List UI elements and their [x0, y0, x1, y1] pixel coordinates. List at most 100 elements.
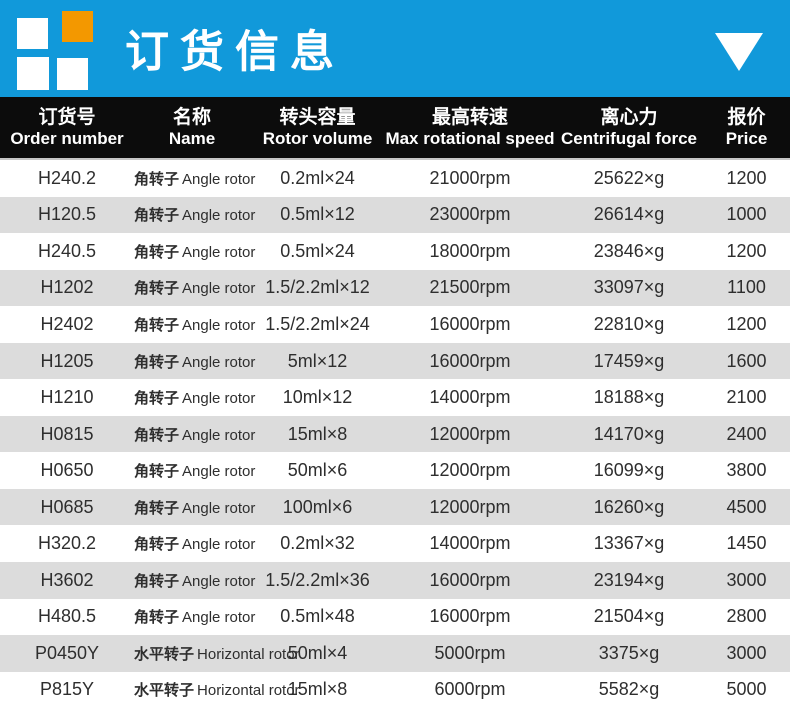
max-speed-cell: 16000rpm [429, 606, 511, 627]
name-cell: 角转子 Angle rotor [134, 570, 255, 591]
order-number-cell: H320.2 [37, 533, 97, 554]
max-speed-cell: 14000rpm [429, 387, 511, 408]
name-chinese: 角转子 [134, 499, 180, 517]
column-header-cn: 订货号 [38, 107, 96, 128]
name-english: Angle rotor [182, 353, 256, 371]
max-speed-cell: 12000rpm [429, 460, 511, 481]
price-cell: 1000 [726, 204, 767, 225]
centrifugal-force-cell: 25622×g [593, 167, 665, 188]
max-speed-cell: 18000rpm [429, 240, 511, 261]
max-speed-cell: 21500rpm [429, 277, 511, 298]
logo-square-white-bottom-left [17, 57, 49, 90]
name-cell: 角转子 Angle rotor [134, 277, 255, 298]
price-cell: 2100 [726, 387, 767, 408]
table-row: H320.2 角转子 Angle rotor 0.2ml×32 14000rpm 1336… [0, 525, 790, 562]
column-header-en: Rotor volume [262, 129, 373, 148]
triangle-down-icon [715, 33, 763, 71]
logo-square-white-top-left [17, 18, 48, 49]
price-cell: 2800 [726, 606, 767, 627]
rotor-volume-cell: 1.5/2.2ml×24 [265, 313, 370, 334]
name-chinese: 角转子 [134, 280, 180, 298]
name-english: Angle rotor [182, 207, 256, 225]
price-cell: 1200 [726, 167, 767, 188]
name-chinese: 水平转子 [134, 645, 195, 663]
price-cell: 2400 [726, 423, 767, 444]
price-cell: 3000 [726, 569, 767, 590]
name-english: Angle rotor [182, 316, 256, 334]
centrifugal-force-cell: 14170×g [593, 423, 665, 444]
max-speed-cell: 6000rpm [434, 679, 506, 700]
order-number-cell: H1202 [40, 277, 94, 298]
centrifugal-force-cell: 16099×g [593, 460, 665, 481]
rotor-volume-cell: 0.2ml×24 [280, 167, 355, 188]
table-row: H1202 角转子 Angle rotor 1.5/2.2ml×12 21500rpm 3… [0, 269, 790, 307]
max-speed-cell: 16000rpm [429, 350, 511, 371]
column-header-en: Price [725, 129, 768, 148]
centrifugal-force-cell: 5582×g [598, 679, 660, 700]
table-row: H0650 角转子 Angle rotor 50ml×6 12000rpm 16099×g… [0, 452, 790, 489]
rotor-volume-cell: 0.5ml×12 [280, 204, 355, 225]
name-cell: 角转子 Angle rotor [134, 606, 255, 627]
name-english: Angle rotor [182, 426, 256, 444]
name-english: Angle rotor [182, 390, 256, 408]
order-number-cell: P815Y [39, 679, 95, 700]
name-english: Angle rotor [182, 243, 256, 261]
name-cell: 角转子 Angle rotor [134, 533, 255, 554]
name-english: Angle rotor [182, 499, 256, 517]
name-cell: 角转子 Angle rotor [134, 351, 255, 372]
table-body: H240.2 角转子 Angle rotor 0.2ml×24 21000rpm 2562… [0, 160, 790, 708]
page-header: 订货信息 [0, 0, 790, 97]
order-number-cell: H2402 [40, 313, 94, 334]
max-speed-cell: 5000rpm [434, 642, 506, 663]
rotor-volume-cell: 50ml×6 [287, 460, 348, 481]
price-cell: 5000 [726, 679, 767, 700]
column-header-en: Max rotational speed [385, 129, 555, 148]
name-chinese: 角转子 [134, 572, 180, 590]
order-number-cell: H480.5 [37, 606, 97, 627]
page-title: 订货信息 [125, 27, 345, 77]
column-header-en: Order number [10, 129, 124, 148]
logo-square-white-bottom-right [57, 58, 88, 90]
table-row: H120.5 角转子 Angle rotor 0.5ml×12 23000rpm 2661… [0, 196, 790, 234]
rotor-volume-cell: 10ml×12 [282, 387, 353, 408]
rotor-volume-cell: 1.5/2.2ml×12 [265, 277, 370, 298]
centrifugal-force-cell: 26614×g [593, 204, 665, 225]
table-row: H2402 角转子 Angle rotor 1.5/2.2ml×24 16000rpm 2… [0, 306, 790, 343]
logo-square-orange-top-right [62, 11, 93, 42]
name-english: Horizontal rotor [197, 682, 300, 700]
table-row: H0685 角转子 Angle rotor 100ml×6 12000rpm 16260×… [0, 488, 790, 526]
centrifugal-force-cell: 3375×g [598, 642, 660, 663]
max-speed-cell: 12000rpm [429, 423, 511, 444]
column-header-order-number: 订货号 Order number [0, 106, 134, 149]
order-number-cell: H0685 [40, 496, 94, 517]
column-header-name: 名称 Name [134, 106, 250, 149]
rotor-volume-cell: 15ml×8 [287, 423, 348, 444]
order-number-cell: H0650 [40, 460, 94, 481]
price-cell: 1450 [726, 533, 767, 554]
name-cell: 角转子 Angle rotor [134, 424, 255, 445]
name-english: Horizontal rotor [197, 645, 300, 663]
rotor-volume-cell: 50ml×4 [287, 642, 348, 663]
column-header-cn: 最高转速 [431, 107, 508, 128]
order-number-cell: H0815 [40, 423, 94, 444]
column-header-cn: 转头容量 [279, 107, 356, 128]
rotor-volume-cell: 15ml×8 [287, 679, 348, 700]
name-cell: 角转子 Angle rotor [134, 314, 255, 335]
table-row: P0450Y 水平转子 Horizontal rotor 50ml×4 5000rpm 3… [0, 635, 790, 672]
table-row: P815Y 水平转子 Horizontal rotor 15ml×8 6000rpm 55… [0, 672, 790, 709]
column-header-price: 报价 Price [703, 106, 790, 149]
table-row: H0815 角转子 Angle rotor 15ml×8 12000rpm 14170×g… [0, 415, 790, 453]
centrifugal-force-cell: 18188×g [593, 387, 665, 408]
centrifugal-force-cell: 17459×g [593, 350, 665, 371]
centrifugal-force-cell: 22810×g [593, 313, 665, 334]
centrifugal-force-cell: 21504×g [593, 606, 665, 627]
name-chinese: 角转子 [134, 426, 180, 444]
table-row: H1205 角转子 Angle rotor 5ml×12 16000rpm 17459×g… [0, 342, 790, 380]
column-header-en: Name [168, 129, 216, 148]
column-header-en: Centrifugal force [560, 129, 698, 148]
price-cell: 1200 [726, 313, 767, 334]
order-number-cell: P0450Y [34, 642, 100, 663]
table-row: H240.5 角转子 Angle rotor 0.5ml×24 18000rpm 2384… [0, 233, 790, 270]
name-cell: 角转子 Angle rotor [134, 497, 255, 518]
max-speed-cell: 21000rpm [429, 167, 511, 188]
